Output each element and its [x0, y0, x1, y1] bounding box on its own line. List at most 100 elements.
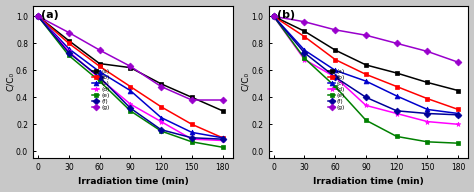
- (a): [97, 62, 102, 65]
- (f): [97, 76, 102, 78]
- (g): [66, 31, 72, 34]
- (b): [97, 65, 102, 67]
- (c): [271, 15, 276, 17]
- (b): [35, 15, 41, 17]
- (g): [35, 15, 41, 17]
- (c): [425, 108, 430, 111]
- (e): [456, 142, 461, 144]
- (b): [456, 108, 461, 111]
- Line: (e): (e): [36, 14, 225, 150]
- (d): [35, 15, 41, 17]
- (a): [394, 72, 400, 74]
- (c): [220, 137, 226, 139]
- (e): [271, 15, 276, 17]
- (c): [332, 69, 338, 71]
- Legend: (a), (b), (c), (d), (e), (f), (g): (a), (b), (c), (d), (e), (f), (g): [328, 68, 346, 110]
- (e): [128, 110, 133, 112]
- (e): [158, 130, 164, 132]
- (c): [394, 95, 400, 97]
- (f): [271, 15, 276, 17]
- (g): [394, 42, 400, 45]
- Line: (c): (c): [271, 14, 461, 116]
- (a): [189, 96, 195, 98]
- (b): [394, 85, 400, 88]
- (b): [301, 36, 307, 38]
- (e): [220, 146, 226, 148]
- (b): [220, 137, 226, 139]
- (d): [128, 103, 133, 105]
- (f): [363, 96, 369, 98]
- (a): [332, 49, 338, 51]
- (a): [456, 89, 461, 92]
- (c): [301, 49, 307, 51]
- Y-axis label: C/C₀: C/C₀: [6, 72, 15, 91]
- (b): [425, 98, 430, 100]
- (d): [394, 112, 400, 115]
- (g): [456, 61, 461, 63]
- (g): [189, 99, 195, 101]
- (d): [189, 138, 195, 140]
- (g): [128, 65, 133, 67]
- (f): [35, 15, 41, 17]
- (f): [456, 114, 461, 116]
- (b): [158, 106, 164, 108]
- Line: (g): (g): [36, 14, 225, 103]
- (b): [363, 73, 369, 75]
- (a): [271, 15, 276, 17]
- (e): [425, 141, 430, 143]
- (a): [220, 110, 226, 112]
- Line: (d): (d): [271, 14, 461, 127]
- Legend: (a), (b), (c), (d), (e), (f), (g): (a), (b), (c), (d), (e), (f), (g): [92, 68, 110, 110]
- (f): [128, 107, 133, 109]
- (e): [97, 80, 102, 82]
- (b): [189, 123, 195, 125]
- (e): [332, 85, 338, 88]
- (c): [66, 48, 72, 50]
- (c): [363, 80, 369, 82]
- Y-axis label: C/C₀: C/C₀: [241, 72, 250, 91]
- (g): [363, 34, 369, 36]
- (d): [332, 76, 338, 78]
- (e): [66, 54, 72, 57]
- (e): [363, 119, 369, 121]
- (g): [301, 21, 307, 23]
- (d): [425, 120, 430, 123]
- (b): [66, 42, 72, 45]
- (f): [158, 128, 164, 131]
- (f): [425, 112, 430, 115]
- X-axis label: Irradiation time (min): Irradiation time (min): [78, 177, 188, 186]
- (f): [189, 137, 195, 139]
- (a): [363, 64, 369, 66]
- (d): [220, 139, 226, 142]
- Text: (a): (a): [41, 10, 59, 20]
- Line: (f): (f): [271, 14, 461, 117]
- (e): [394, 135, 400, 138]
- (e): [189, 141, 195, 143]
- (f): [66, 52, 72, 54]
- Line: (b): (b): [271, 14, 461, 112]
- (d): [66, 50, 72, 53]
- (b): [128, 85, 133, 88]
- (a): [66, 40, 72, 42]
- (d): [158, 120, 164, 123]
- Line: (g): (g): [271, 14, 461, 65]
- Line: (e): (e): [271, 14, 461, 146]
- (f): [394, 110, 400, 112]
- (c): [35, 15, 41, 17]
- (d): [301, 58, 307, 61]
- (f): [301, 52, 307, 54]
- (d): [363, 104, 369, 107]
- (g): [158, 85, 164, 88]
- (f): [332, 76, 338, 78]
- (b): [332, 58, 338, 61]
- Line: (d): (d): [36, 14, 225, 143]
- (b): [271, 15, 276, 17]
- (g): [332, 29, 338, 31]
- (d): [271, 15, 276, 17]
- Line: (a): (a): [36, 14, 225, 113]
- (e): [301, 57, 307, 59]
- (g): [271, 15, 276, 17]
- (g): [220, 99, 226, 101]
- Text: (b): (b): [276, 10, 295, 20]
- (a): [35, 15, 41, 17]
